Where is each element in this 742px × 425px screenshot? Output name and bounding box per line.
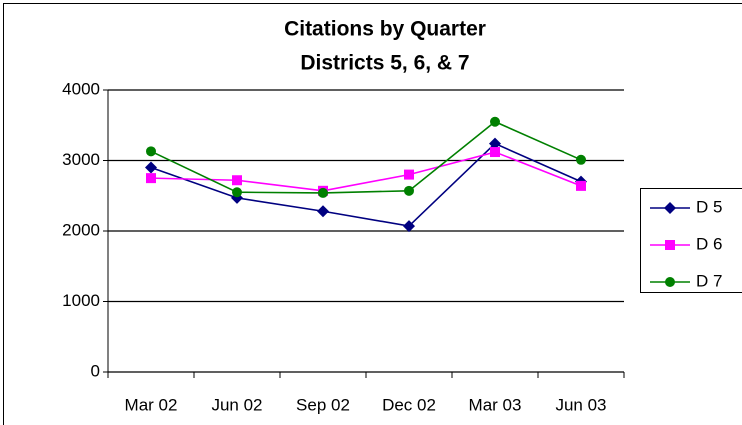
marker [664, 202, 676, 214]
chart-title: Citations by Quarter [284, 18, 486, 41]
series-line [150, 120, 582, 194]
chart-border [3, 3, 742, 425]
y-tick-label: 4000 [62, 79, 100, 98]
marker [317, 205, 329, 218]
marker [232, 175, 242, 186]
x-tick-label: Jun 03 [555, 395, 606, 414]
x-tick-label: Mar 03 [469, 395, 522, 414]
x-tick-label: Mar 02 [125, 395, 178, 414]
marker [146, 173, 156, 184]
legend-label: D 5 [696, 197, 722, 216]
marker [576, 154, 586, 165]
marker [145, 161, 157, 174]
series-line [150, 151, 582, 192]
marker [403, 220, 415, 233]
y-tick-label: 2000 [62, 220, 100, 239]
marker [490, 116, 500, 127]
marker [665, 277, 675, 287]
marker [489, 137, 501, 150]
y-tick-label: 1000 [62, 291, 100, 310]
marker [404, 169, 414, 180]
x-tick-label: Jun 02 [211, 395, 262, 414]
legend-box [640, 188, 742, 293]
marker [232, 187, 242, 198]
marker [318, 187, 328, 198]
legend-label: D 6 [696, 234, 722, 253]
chart-subtitle: Districts 5, 6, & 7 [300, 52, 469, 75]
marker [404, 185, 414, 196]
y-tick-label: 3000 [62, 150, 100, 169]
x-tick-label: Dec 02 [382, 395, 436, 414]
marker [665, 240, 675, 250]
series-line [150, 142, 582, 227]
legend-label: D 7 [696, 271, 722, 290]
marker [576, 180, 586, 191]
x-tick-label: Sep 02 [296, 395, 350, 414]
y-tick-label: 0 [91, 361, 100, 380]
marker [490, 147, 500, 158]
marker [146, 146, 156, 157]
